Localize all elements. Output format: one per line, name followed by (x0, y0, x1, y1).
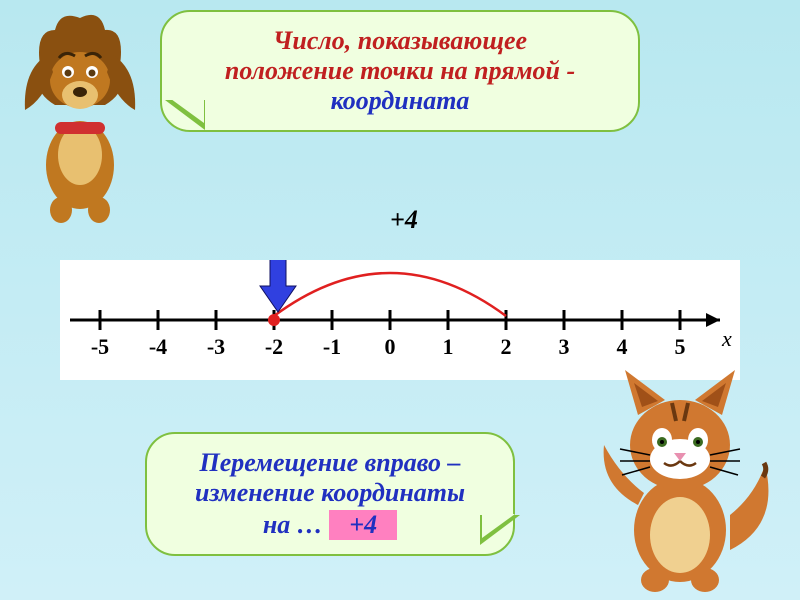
svg-text:0: 0 (385, 334, 396, 359)
svg-text:3: 3 (559, 334, 570, 359)
svg-text:-4: -4 (149, 334, 167, 359)
callout-line-accent: координата (190, 86, 610, 116)
svg-text:1: 1 (443, 334, 454, 359)
callout-tail (480, 515, 520, 545)
callout-line: Число, показывающее (190, 26, 610, 56)
svg-text:2: 2 (501, 334, 512, 359)
callout-tail (165, 100, 205, 130)
callout-line: изменение координаты (175, 478, 485, 508)
svg-text:-2: -2 (265, 334, 283, 359)
callout-line: Перемещение вправо – (175, 448, 485, 478)
svg-text:-1: -1 (323, 334, 341, 359)
answer-highlight: +4 (329, 510, 397, 540)
svg-text:-3: -3 (207, 334, 225, 359)
callout-line: положение точки на прямой - (190, 56, 610, 86)
rule-callout: Перемещение вправо – изменение координат… (145, 432, 515, 556)
cat-illustration (580, 355, 780, 595)
arc-label: +4 (390, 205, 418, 235)
callout-line: на … +4 (175, 508, 485, 540)
svg-text:x: x (721, 326, 732, 351)
definition-callout: Число, показывающее положение точки на п… (160, 10, 640, 132)
svg-text:-5: -5 (91, 334, 109, 359)
callout-prefix: на … (263, 510, 323, 539)
dog-illustration (5, 0, 155, 230)
